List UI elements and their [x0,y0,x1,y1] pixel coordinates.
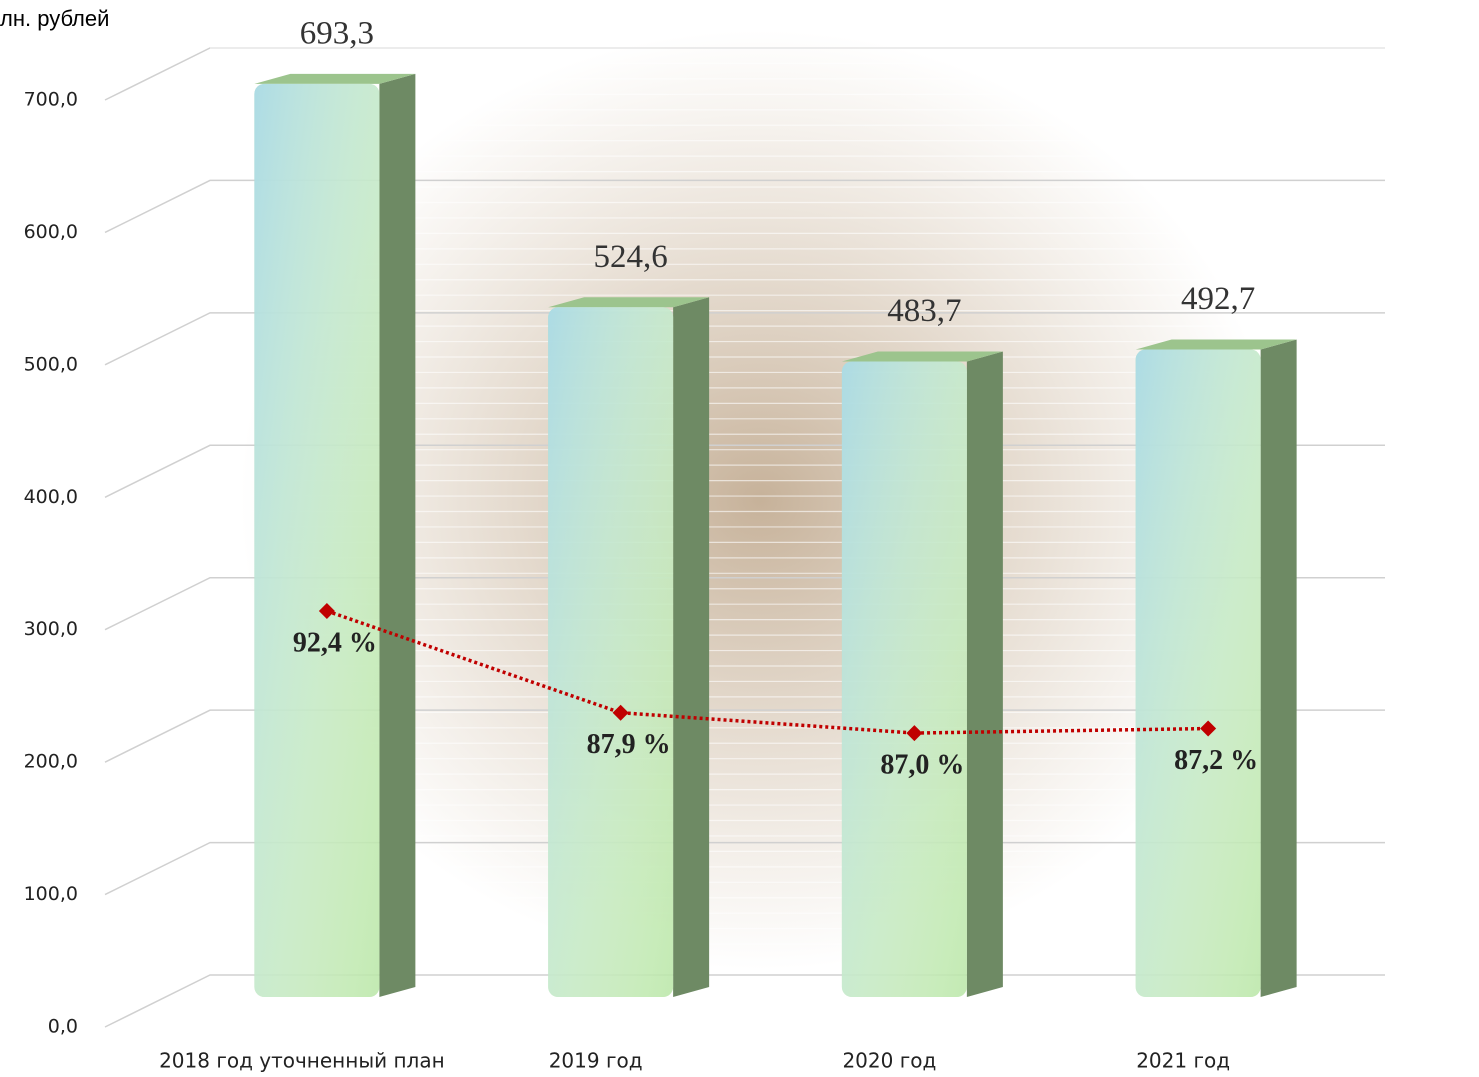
value-label: 492,7 [1181,281,1255,317]
bar-side [1260,339,1297,997]
y-tick-label: 0,0 [48,1016,78,1038]
x-tick-label: 2018 год уточненный план [159,1049,445,1073]
bar-shine [254,83,380,998]
value-label: 92,4 % [293,627,377,658]
bar-top [548,297,710,308]
value-label: 87,2 % [1174,745,1258,776]
grid-line [104,312,1385,366]
line-marker [906,725,923,742]
y-tick-label: 700,0 [24,89,78,111]
y-axis-label: лн. рублей [0,6,109,31]
x-tick-label: 2019 год [549,1049,643,1073]
bar-top [254,73,416,84]
bar-side [673,297,710,997]
value-label: 87,9 % [587,729,671,760]
bar-top [1135,339,1297,350]
value-label: 693,3 [300,15,374,51]
value-label: 87,0 % [880,749,964,780]
value-label: 483,7 [887,293,961,329]
line [326,609,1209,735]
y-tick-label: 400,0 [24,486,78,508]
x-tick-label: 2020 год [842,1049,936,1073]
bar-shine [841,361,967,997]
y-tick-label: 300,0 [24,618,78,640]
bar-side [966,351,1003,997]
bar-top [841,351,1003,362]
line-marker [318,602,335,619]
line-marker [1200,720,1217,737]
y-tick-label: 200,0 [24,751,78,773]
grid-line [104,179,1385,234]
y-tick-label: 500,0 [24,353,78,375]
bar-shine [1135,349,1261,997]
y-tick-label: 100,0 [24,883,78,905]
bar-shine [548,307,674,997]
value-label: 524,6 [594,239,668,275]
bar-side [379,73,416,998]
background-picture [240,30,1280,970]
x-tick-label: 2021 год [1136,1049,1230,1073]
line-marker [612,704,629,721]
y-tick-label: 600,0 [24,221,78,243]
